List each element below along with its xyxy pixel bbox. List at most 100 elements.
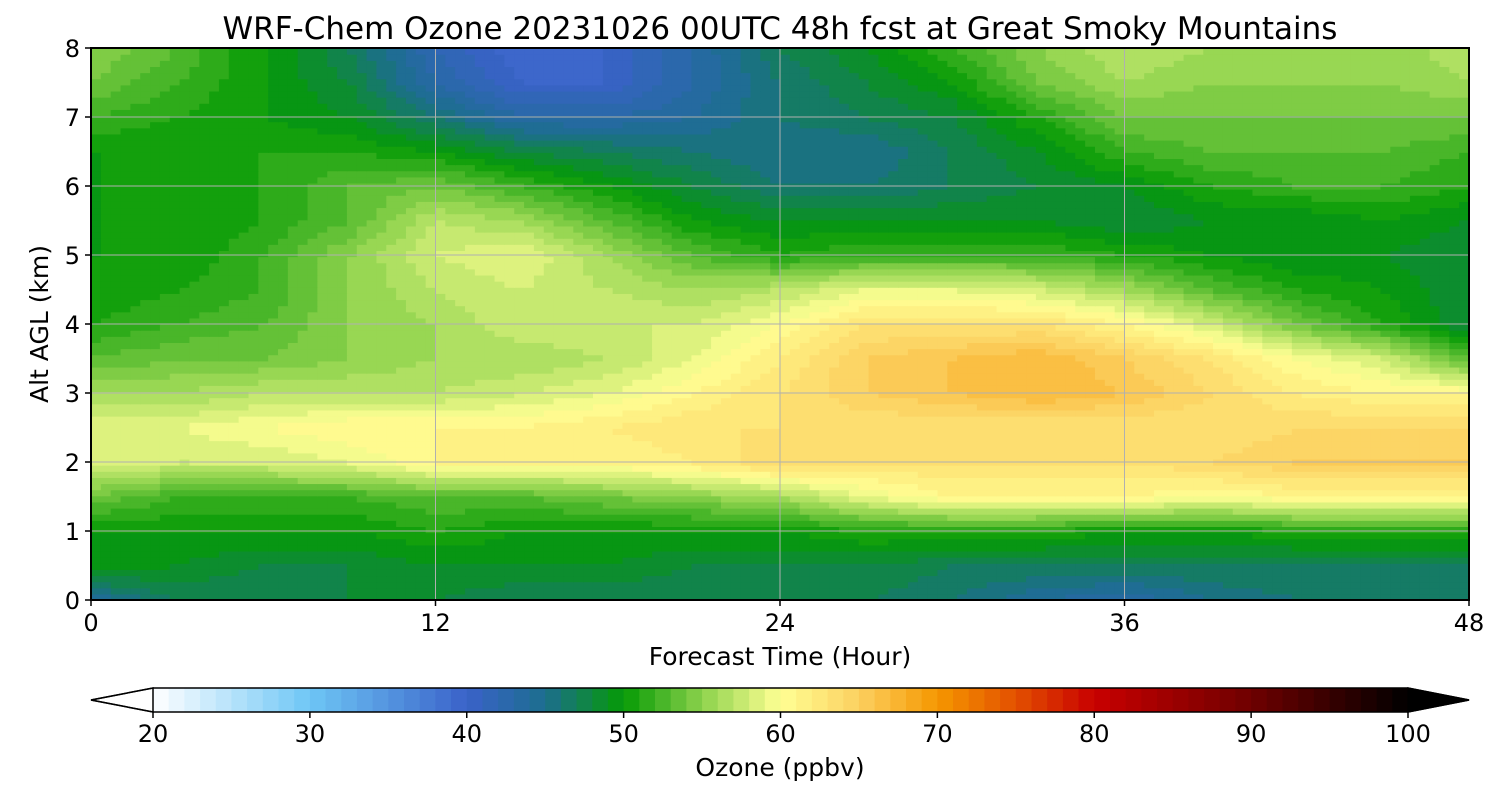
heatmap-cell (573, 483, 584, 491)
heatmap-cell (209, 416, 220, 423)
heatmap-cell (1390, 526, 1401, 534)
heatmap-cell (209, 465, 220, 472)
heatmap-cell (396, 563, 407, 570)
heatmap-cell (287, 544, 299, 552)
heatmap-cell (730, 403, 742, 411)
heatmap-cell (1242, 403, 1254, 411)
heatmap-cell (356, 465, 368, 472)
heatmap-cell (140, 434, 151, 442)
heatmap-cell (455, 520, 466, 527)
heatmap-cell (1242, 550, 1254, 558)
heatmap-cell (1144, 495, 1155, 503)
heatmap-cell (780, 379, 791, 386)
heatmap-cell (592, 550, 604, 558)
heatmap-cell (947, 520, 958, 527)
heatmap-cell (770, 379, 781, 386)
heatmap-cell (218, 471, 230, 478)
heatmap-cell (848, 575, 860, 583)
heatmap-cell (248, 385, 259, 393)
heatmap-cell (258, 416, 269, 423)
heatmap-cell (661, 532, 673, 540)
heatmap-cell (504, 526, 515, 534)
heatmap-cell (839, 532, 850, 540)
heatmap-cell (780, 501, 791, 509)
heatmap-cell (1213, 550, 1224, 558)
heatmap-cell (1065, 428, 1076, 435)
heatmap-cell (258, 520, 269, 527)
heatmap-cell (592, 483, 604, 491)
heatmap-cell (592, 397, 604, 405)
heatmap-cell (1262, 428, 1273, 435)
heatmap-cell (1006, 440, 1017, 448)
heatmap-cell (996, 544, 1007, 552)
heatmap-cell (524, 428, 535, 435)
heatmap-cell (1400, 538, 1411, 546)
heatmap-cell (799, 508, 811, 515)
heatmap-cell (701, 489, 712, 497)
heatmap-cell (1449, 587, 1460, 595)
heatmap-cell (337, 434, 348, 442)
heatmap-cell (770, 550, 781, 558)
heatmap-cell (740, 575, 752, 583)
heatmap-cell (996, 489, 1007, 497)
heatmap-cell (179, 434, 191, 442)
heatmap-cell (1183, 526, 1194, 534)
heatmap-cell (612, 403, 624, 411)
heatmap-cell (888, 489, 899, 497)
heatmap-cell (927, 514, 939, 521)
heatmap-cell (258, 483, 269, 491)
heatmap-cell (405, 581, 417, 589)
heatmap-cell (701, 501, 712, 509)
heatmap-cell (602, 483, 614, 491)
heatmap-cell (671, 397, 683, 405)
heatmap-cell (622, 544, 633, 552)
heatmap-cell (179, 550, 191, 558)
heatmap-cell (907, 514, 919, 521)
heatmap-cell (967, 520, 978, 527)
heatmap-cell (474, 379, 486, 386)
heatmap-cell (514, 508, 525, 515)
heatmap-cell (130, 495, 141, 503)
heatmap-cell (1370, 483, 1382, 491)
heatmap-cell (642, 452, 653, 460)
heatmap-cell (1350, 575, 1362, 583)
heatmap-cell (750, 495, 761, 503)
heatmap-cell (415, 501, 427, 509)
heatmap-cell (799, 544, 811, 552)
heatmap-cell (1045, 465, 1057, 472)
heatmap-cell (327, 471, 338, 478)
heatmap-cell (632, 465, 643, 472)
heatmap-cell (1272, 550, 1283, 558)
heatmap-cell (1311, 403, 1322, 411)
heatmap-cell (287, 520, 299, 527)
heatmap-cell (130, 385, 141, 393)
heatmap-cell (1370, 416, 1382, 423)
heatmap-cell (829, 422, 840, 429)
heatmap-cell (730, 557, 742, 564)
heatmap-cell (1144, 544, 1155, 552)
heatmap-cell (967, 495, 978, 503)
heatmap-cell (1459, 557, 1469, 564)
heatmap-cell (346, 532, 358, 540)
heatmap-cell (1439, 508, 1450, 515)
heatmap-cell (1341, 489, 1352, 497)
heatmap-cell (632, 483, 643, 491)
heatmap-cell (1419, 557, 1431, 564)
heatmap-cell (612, 495, 624, 503)
heatmap-cell (130, 520, 141, 527)
heatmap-cell (947, 446, 958, 454)
heatmap-cell (317, 587, 328, 595)
heatmap-cell (809, 495, 820, 503)
heatmap-cell (268, 593, 279, 600)
heatmap-cell (957, 593, 968, 600)
heatmap-cell (1183, 489, 1194, 497)
heatmap-cell (799, 434, 811, 442)
heatmap-cell (760, 483, 771, 491)
heatmap-cell (258, 428, 269, 435)
heatmap-cell (150, 483, 161, 491)
heatmap-cell (287, 391, 299, 399)
heatmap-cell (130, 403, 141, 411)
heatmap-cell (386, 379, 397, 386)
heatmap-cell (366, 581, 378, 589)
heatmap-cell (1055, 416, 1067, 423)
